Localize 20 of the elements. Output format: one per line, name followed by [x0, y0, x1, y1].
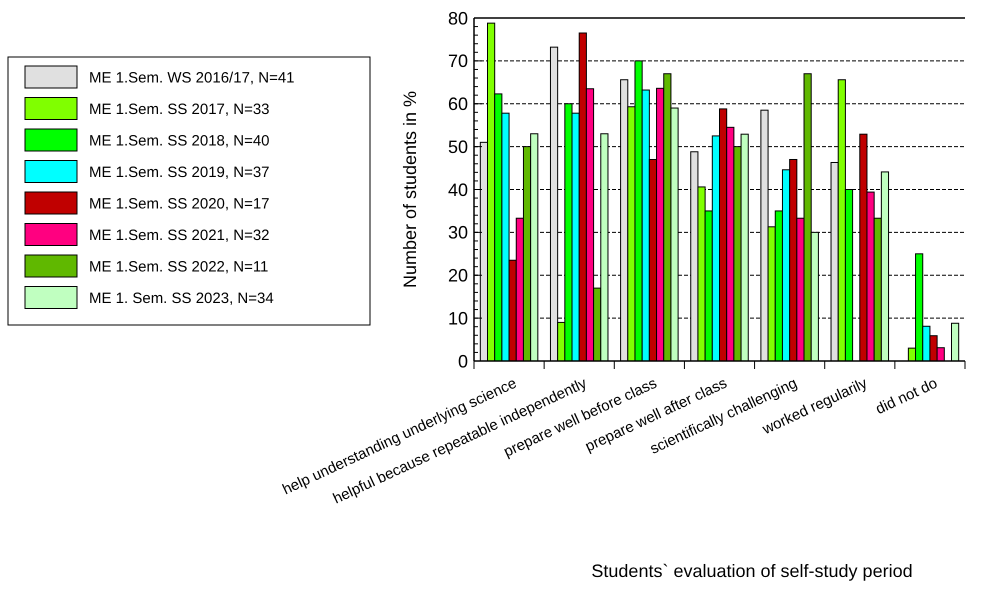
y-tick-label: 10 [448, 308, 468, 328]
y-tick-label: 0 [458, 351, 468, 372]
y-tick-label: 20 [448, 266, 468, 286]
y-tick-label: 30 [448, 222, 468, 243]
y-tick-label: 70 [448, 51, 468, 72]
y-axis-title: Number of students in % [400, 90, 420, 288]
legend-label: ME 1.Sem. SS 2018, N=40 [89, 132, 270, 150]
x-axis-title: Students` evaluation of self-study period [591, 561, 913, 581]
legend-label: ME 1.Sem. SS 2021, N=32 [89, 226, 270, 244]
y-tick-label: 50 [448, 136, 468, 157]
legend-label: ME 1. Sem. SS 2023, N=34 [89, 290, 274, 307]
y-tick-label: 40 [448, 180, 468, 200]
legend-label: ME 1.Sem. SS 2022, N=11 [89, 258, 268, 276]
y-tick-label: 80 [448, 8, 468, 28]
legend-label: ME 1.Sem. SS 2020, N=17 [89, 195, 270, 212]
legend-label: ME 1.Sem. SS 2019, N=37 [89, 164, 270, 181]
x-tick-label: did not do [873, 374, 940, 418]
legend-label: ME 1.Sem. WS 2016/17, N=41 [89, 69, 295, 86]
y-tick-label: 60 [448, 94, 468, 114]
legend-label: ME 1.Sem. SS 2017, N=33 [89, 100, 270, 118]
